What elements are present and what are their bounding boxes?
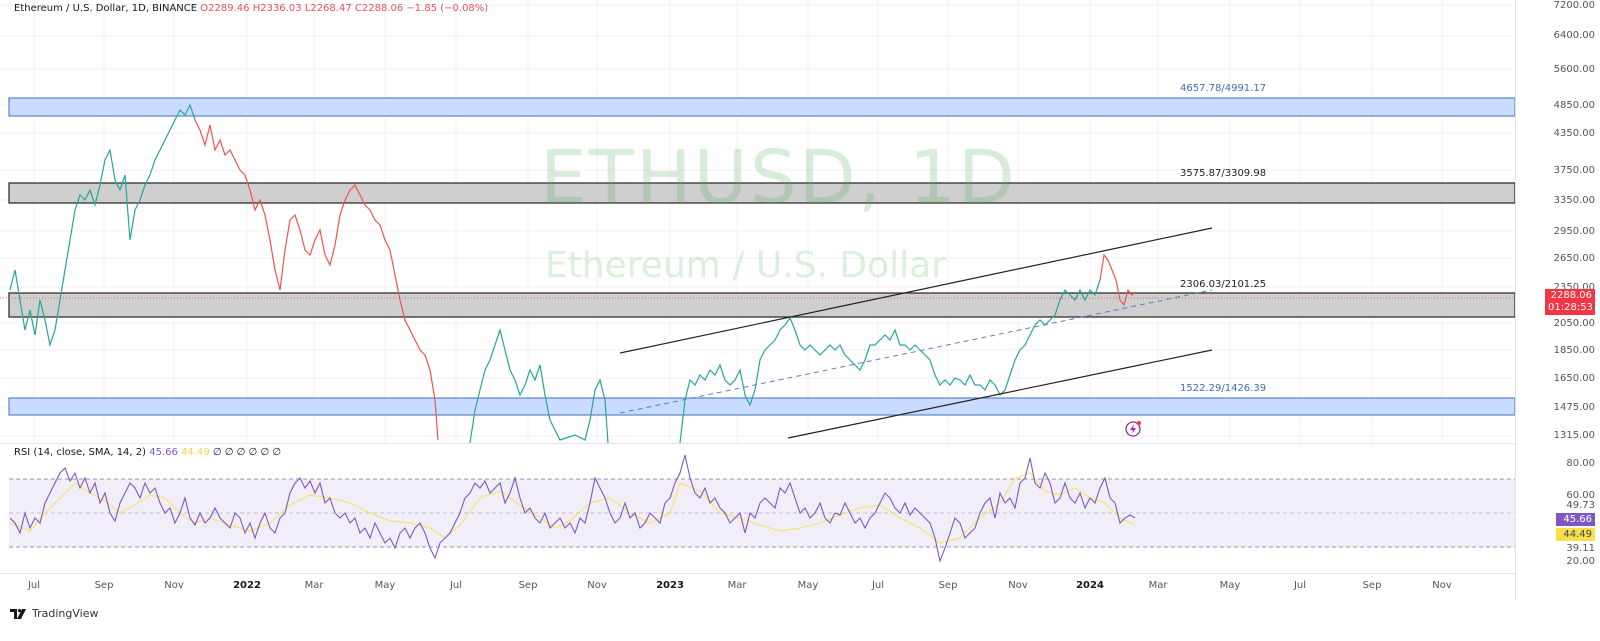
time-tick: Sep <box>94 580 114 591</box>
price-tick: 1650.00 <box>1553 373 1595 384</box>
price-tick: 4850.00 <box>1553 100 1595 111</box>
zone-3575-3309 <box>8 182 1515 204</box>
symbol-header: Ethereum / U.S. Dollar, 1D, BINANCE O228… <box>14 3 488 14</box>
time-tick: May <box>1219 580 1241 591</box>
zone-label-4: 1522.29/1426.39 <box>1180 383 1267 394</box>
time-tick: Nov <box>587 580 607 591</box>
price-tick: 3350.00 <box>1553 195 1595 206</box>
time-tick: Nov <box>1008 580 1028 591</box>
time-tick: 2023 <box>656 580 684 591</box>
time-tick: Mar <box>1148 580 1168 591</box>
channel-lower-line <box>787 349 1213 439</box>
symbol-watermark: ETHUSD, 1D <box>540 135 1017 221</box>
description-watermark: Ethereum / U.S. Dollar <box>545 245 947 286</box>
rsi-sma-value: 44.49 <box>181 447 210 458</box>
price-tick: 6400.00 <box>1553 30 1595 41</box>
price-tick: 5600.00 <box>1553 64 1595 75</box>
rsi-placeholders: ∅ ∅ ∅ ∅ ∅ ∅ <box>212 447 282 458</box>
rsi-sma-line <box>9 472 1136 544</box>
price-axis[interactable]: 7200.00 6400.00 5600.00 4850.00 4350.00 … <box>1515 0 1600 600</box>
time-tick: Sep <box>1362 580 1382 591</box>
rsi-tick: 80.00 <box>1566 458 1595 469</box>
bar-countdown: 01:28:53 <box>1548 302 1593 313</box>
time-tick: Sep <box>938 580 958 591</box>
price-tick: 1315.00 <box>1553 430 1595 441</box>
time-tick: May <box>797 580 819 591</box>
open-value: O2289.46 <box>200 3 250 14</box>
candles <box>9 103 1136 443</box>
brand-name: TradingView <box>32 607 99 620</box>
rsi-value: 45.66 <box>149 447 178 458</box>
price-tick: 7200.00 <box>1553 0 1595 11</box>
time-tick: Jul <box>871 580 885 591</box>
time-tick: May <box>374 580 396 591</box>
zone-4657-4991 <box>8 97 1515 117</box>
rsi-tick: 60.00 <box>1566 490 1595 501</box>
tradingview-logo[interactable]: TradingView <box>10 607 98 620</box>
price-tick: 1475.00 <box>1553 402 1595 413</box>
change-value: −1.85 (−0.08%) <box>406 3 489 14</box>
time-tick: Jul <box>1293 580 1307 591</box>
channel-mid-line <box>619 289 1213 414</box>
zone-label-2: 3575.87/3309.98 <box>1180 168 1267 179</box>
rsi-chart[interactable] <box>0 443 1515 573</box>
close-value: C2288.06 <box>354 3 404 14</box>
price-tick: 2950.00 <box>1553 226 1595 237</box>
price-tick: 4350.00 <box>1553 128 1595 139</box>
current-price: 2288.06 <box>1550 290 1592 301</box>
rsi-tick: 20.00 <box>1566 556 1595 567</box>
rsi-title: RSI (14, close, SMA, 14, 2) <box>14 447 147 458</box>
rsi-legend: RSI (14, close, SMA, 14, 2) 45.66 44.49 … <box>14 447 281 458</box>
low-value: L2268.47 <box>304 3 352 14</box>
channel-upper-line <box>619 227 1213 354</box>
zone-label-1: 4657.78/4991.17 <box>1180 83 1267 94</box>
price-tick: 2650.00 <box>1553 253 1595 264</box>
time-tick: 2022 <box>233 580 261 591</box>
rsi-line <box>9 454 1136 563</box>
zone-2306-2101 <box>8 292 1515 318</box>
zone-1522-1426 <box>8 397 1515 416</box>
rsi-tick: 49.73 <box>1566 500 1595 511</box>
time-tick: Mar <box>304 580 324 591</box>
price-tick: 1850.00 <box>1553 345 1595 356</box>
rsi-value-badge: 45.66 <box>1556 513 1595 526</box>
time-tick: Jul <box>27 580 41 591</box>
rsi-tick: 39.11 <box>1566 543 1595 554</box>
high-value: H2336.03 <box>252 3 302 14</box>
symbol-description: Ethereum / U.S. Dollar, 1D, BINANCE <box>14 3 198 14</box>
time-tick: Nov <box>164 580 184 591</box>
current-price-badge: 2288.06 01:28:53 <box>1545 289 1595 315</box>
price-tick: 2350.00 <box>1553 282 1595 293</box>
time-tick: Jul <box>449 580 463 591</box>
price-chart[interactable] <box>0 0 1515 443</box>
rsi-sma-badge: 44.49 <box>1556 528 1595 541</box>
tradingview-logo-icon <box>10 608 26 619</box>
time-tick: Mar <box>727 580 747 591</box>
time-tick: Sep <box>518 580 538 591</box>
time-axis-divider <box>0 573 1515 574</box>
price-tick: 3750.00 <box>1553 165 1595 176</box>
lightning-alert-icon[interactable] <box>1125 421 1141 437</box>
zone-label-3: 2306.03/2101.25 <box>1180 279 1267 290</box>
time-tick: Nov <box>1432 580 1452 591</box>
price-tick: 2050.00 <box>1553 318 1595 329</box>
time-tick: 2024 <box>1076 580 1104 591</box>
